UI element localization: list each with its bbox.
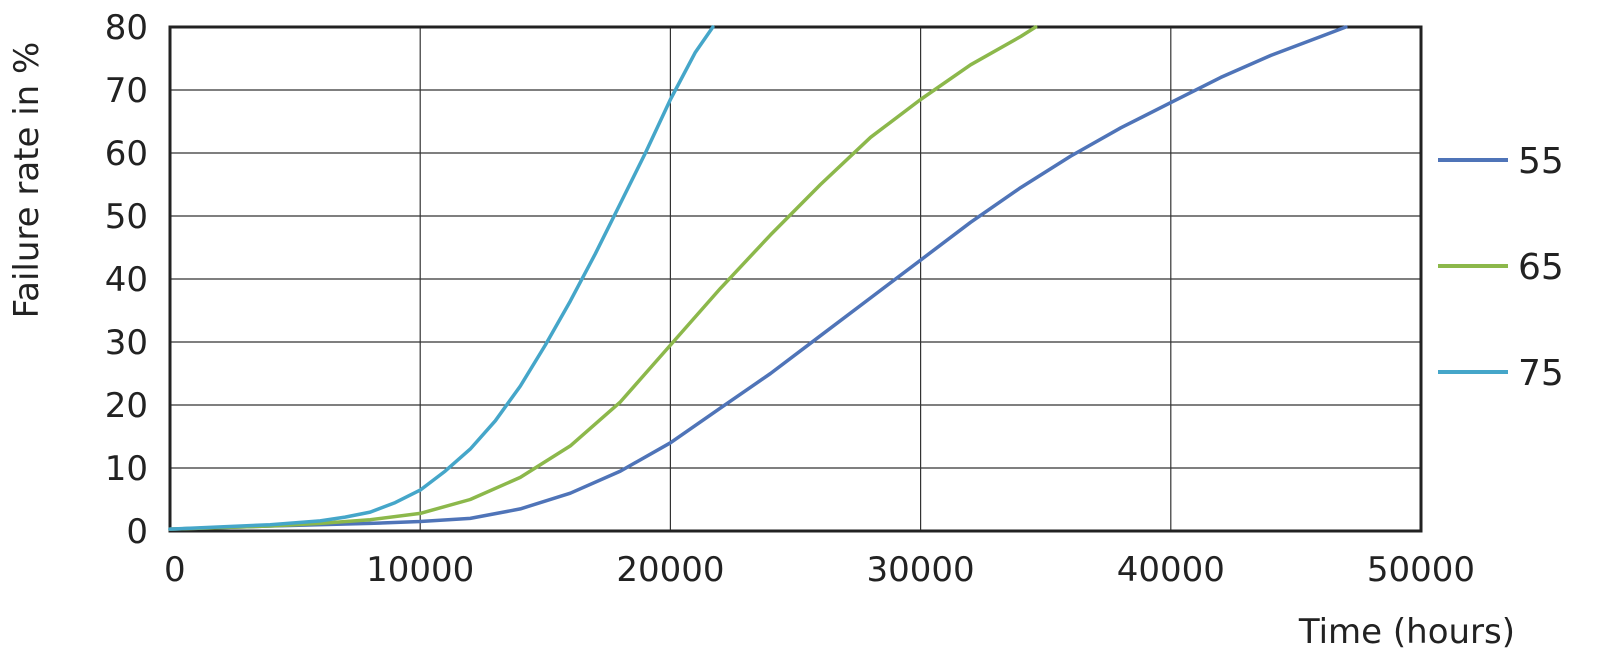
series-line-65 [168, 25, 1038, 531]
series-line-75 [168, 25, 715, 531]
legend-label-55: 55 [1518, 141, 1564, 182]
legend-label-75: 75 [1518, 353, 1564, 394]
y-tick-label: 0 [126, 512, 148, 552]
y-tick-label: 80 [105, 8, 148, 48]
y-tick-label: 70 [105, 71, 148, 111]
x-tick-label: 10000 [366, 550, 474, 590]
x-tick-label: 0 [164, 550, 186, 590]
y-tick-label: 30 [105, 323, 148, 363]
plot-frame [168, 25, 1423, 533]
y-tick-label: 60 [105, 134, 148, 174]
legend: 55 65 75 [1438, 141, 1564, 394]
y-tick-label: 40 [105, 260, 148, 300]
x-tick-label: 40000 [1117, 550, 1225, 590]
x-axis-title: Time (hours) [1298, 612, 1515, 652]
y-axis-title: Failure rate in % [7, 42, 47, 319]
series-layer [168, 25, 1348, 531]
y-tick-label: 10 [105, 449, 148, 489]
y-tick-label: 20 [105, 386, 148, 426]
y-tick-label: 50 [105, 197, 148, 237]
x-tick-label: 20000 [616, 550, 724, 590]
x-tick-labels: 0 10000 20000 30000 40000 50000 [164, 550, 1475, 590]
x-tick-label: 50000 [1367, 550, 1475, 590]
series-line-55 [168, 25, 1348, 531]
legend-label-65: 65 [1518, 247, 1564, 288]
y-tick-labels: 0 10 20 30 40 50 60 70 80 [105, 8, 148, 552]
x-tick-label: 30000 [867, 550, 975, 590]
grid [170, 27, 1421, 531]
